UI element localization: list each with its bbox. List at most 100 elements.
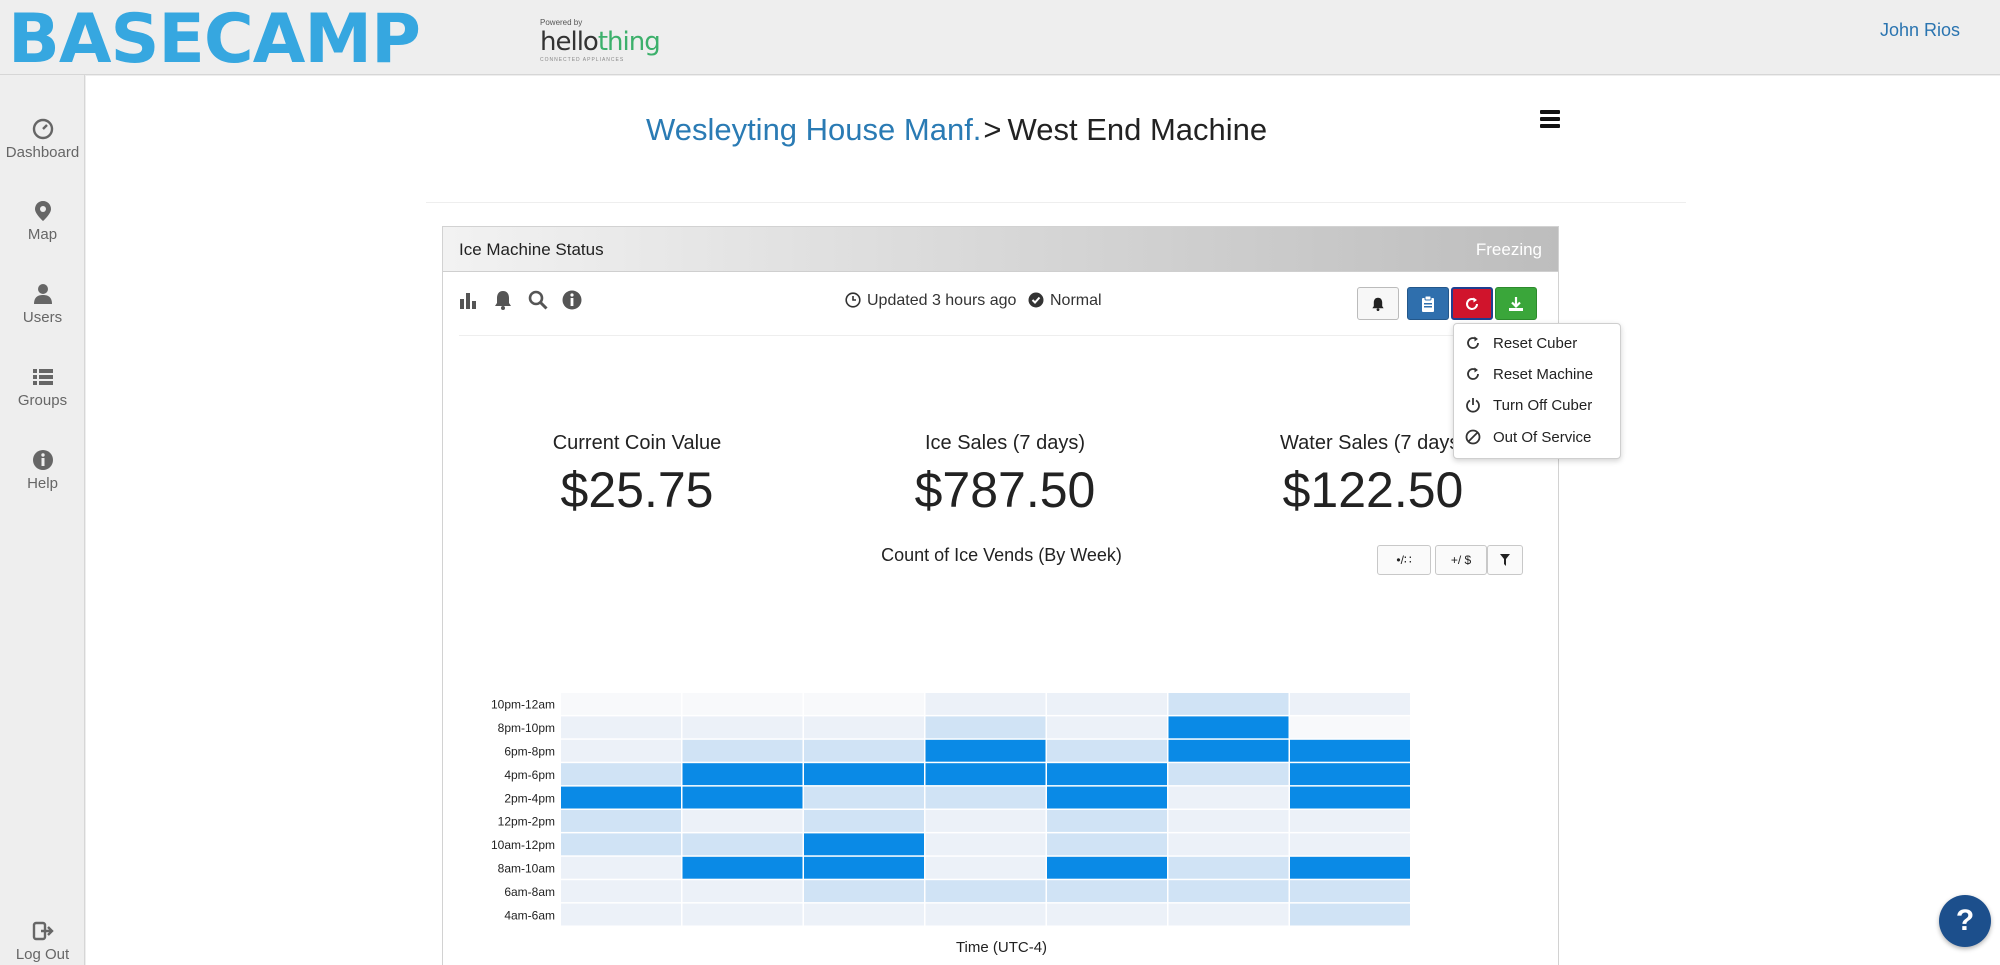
hamburger-menu-icon[interactable] xyxy=(1540,110,1560,128)
y-tick-label: 12pm-2pm xyxy=(498,815,555,829)
heatmap-cell[interactable] xyxy=(682,739,803,762)
help-chat-button[interactable]: ? xyxy=(1939,895,1991,947)
heatmap-cell[interactable] xyxy=(1047,693,1167,715)
heatmap-cell[interactable] xyxy=(925,693,1046,715)
heatmap-cell[interactable] xyxy=(682,833,803,856)
heatmap-cell[interactable] xyxy=(804,693,924,715)
heatmap-cell[interactable] xyxy=(1047,716,1167,739)
download-button[interactable] xyxy=(1495,287,1537,320)
heatmap-cell[interactable] xyxy=(925,739,1046,762)
info-icon[interactable] xyxy=(562,290,582,310)
heatmap-cell[interactable] xyxy=(804,716,924,739)
heatmap-cell[interactable] xyxy=(1047,903,1167,926)
heatmap-cell[interactable] xyxy=(1047,810,1167,832)
heatmap-cell[interactable] xyxy=(925,786,1046,809)
heatmap-cell[interactable] xyxy=(1168,903,1289,926)
heatmap-cell[interactable] xyxy=(682,763,803,786)
filter-button[interactable] xyxy=(1487,545,1523,575)
heatmap-cell[interactable] xyxy=(561,739,681,762)
heatmap-cell[interactable] xyxy=(561,716,681,739)
heatmap-cell[interactable] xyxy=(925,880,1046,903)
heatmap-cell[interactable] xyxy=(1290,856,1410,879)
sidebar-item-users[interactable]: Users xyxy=(0,283,85,326)
user-menu[interactable]: John Rios xyxy=(1879,20,1960,40)
heatmap-cell[interactable] xyxy=(804,786,924,809)
heatmap-cell[interactable] xyxy=(1047,856,1167,879)
heatmap-cell[interactable] xyxy=(1290,763,1410,786)
heatmap-cell[interactable] xyxy=(1168,739,1289,762)
heatmap-cell[interactable] xyxy=(1290,739,1410,762)
heatmap-cell[interactable] xyxy=(804,856,924,879)
heatmap-cell[interactable] xyxy=(1168,763,1289,786)
menu-item-turn-off-cuber[interactable]: Turn Off Cuber xyxy=(1454,390,1622,420)
heatmap-cell[interactable] xyxy=(1168,856,1289,879)
alerts-button[interactable] xyxy=(1357,287,1399,320)
info-icon xyxy=(32,450,53,470)
heatmap-cell[interactable] xyxy=(1290,786,1410,809)
heatmap-cell[interactable] xyxy=(804,880,924,903)
heatmap-cell[interactable] xyxy=(1047,880,1167,903)
heatmap-cell[interactable] xyxy=(804,739,924,762)
menu-item-out-of-service[interactable]: Out Of Service xyxy=(1454,422,1622,452)
reset-menu-button[interactable] xyxy=(1451,287,1493,320)
menu-item-reset-machine[interactable]: Reset Machine xyxy=(1454,359,1622,389)
heatmap-cell[interactable] xyxy=(1290,903,1410,926)
heatmap-cell[interactable] xyxy=(1168,880,1289,903)
toggle-ice-water-button[interactable]: •/∷ xyxy=(1377,545,1431,575)
heatmap-cell[interactable] xyxy=(1168,693,1289,715)
heatmap-cell[interactable] xyxy=(804,810,924,832)
bell-icon[interactable] xyxy=(493,290,513,310)
heatmap-cell[interactable] xyxy=(1290,716,1410,739)
heatmap-cell[interactable] xyxy=(1168,833,1289,856)
heatmap-cell[interactable] xyxy=(925,810,1046,832)
heatmap-cell[interactable] xyxy=(1047,786,1167,809)
heatmap-cell[interactable] xyxy=(1047,763,1167,786)
heatmap-cell[interactable] xyxy=(682,716,803,739)
heatmap-cell[interactable] xyxy=(682,786,803,809)
heatmap-cell[interactable] xyxy=(1047,739,1167,762)
heatmap-cell[interactable] xyxy=(1168,716,1289,739)
heatmap-cell[interactable] xyxy=(682,693,803,715)
sidebar-item-logout[interactable]: Log Out xyxy=(0,920,85,963)
sidebar-item-help[interactable]: Help xyxy=(0,449,85,492)
sidebar-item-groups[interactable]: Groups xyxy=(0,366,85,409)
heatmap-cell[interactable] xyxy=(925,903,1046,926)
heatmap-cell[interactable] xyxy=(925,856,1046,879)
sidebar-item-map[interactable]: Map xyxy=(0,200,85,243)
heatmap-cell[interactable] xyxy=(682,810,803,832)
toggle-count-dollars-button[interactable]: +/ $ xyxy=(1435,545,1487,575)
heatmap-cell[interactable] xyxy=(561,693,681,715)
bar-chart-icon[interactable] xyxy=(459,290,479,310)
stat-value: $122.50 xyxy=(1282,462,1464,518)
heatmap-cell[interactable] xyxy=(804,763,924,786)
heatmap-cell[interactable] xyxy=(1168,786,1289,809)
heatmap-cell[interactable] xyxy=(925,763,1046,786)
clipboard-button[interactable] xyxy=(1407,287,1449,320)
heatmap-cell[interactable] xyxy=(1290,693,1410,715)
panel-header: Ice Machine Status Freezing xyxy=(443,227,1558,272)
heatmap-cell[interactable] xyxy=(804,833,924,856)
heatmap-cell[interactable] xyxy=(561,810,681,832)
heatmap-cell[interactable] xyxy=(1290,880,1410,903)
sidebar-item-dashboard[interactable]: Dashboard xyxy=(0,118,85,161)
heatmap-cell[interactable] xyxy=(925,833,1046,856)
heatmap-cell[interactable] xyxy=(1290,833,1410,856)
heatmap-cell[interactable] xyxy=(561,903,681,926)
search-icon[interactable] xyxy=(528,290,548,310)
heatmap-cell[interactable] xyxy=(561,763,681,786)
heatmap-cell[interactable] xyxy=(561,786,681,809)
heatmap-cell[interactable] xyxy=(561,833,681,856)
heatmap-cell[interactable] xyxy=(682,856,803,879)
heatmap-cell[interactable] xyxy=(561,880,681,903)
heatmap-cell[interactable] xyxy=(1047,833,1167,856)
heatmap-cell[interactable] xyxy=(561,856,681,879)
heatmap-cell[interactable] xyxy=(925,716,1046,739)
menu-item-reset-cuber[interactable]: Reset Cuber xyxy=(1454,328,1622,358)
heatmap-cell[interactable] xyxy=(804,903,924,926)
heatmap-cell[interactable] xyxy=(1168,810,1289,832)
heatmap-cell[interactable] xyxy=(1290,810,1410,832)
heatmap-cell[interactable] xyxy=(682,903,803,926)
heatmap-cell[interactable] xyxy=(682,880,803,903)
basecamp-logo[interactable]: BASECAMP xyxy=(8,0,421,79)
breadcrumb-parent-link[interactable]: Wesleyting House Manf. xyxy=(646,112,982,147)
